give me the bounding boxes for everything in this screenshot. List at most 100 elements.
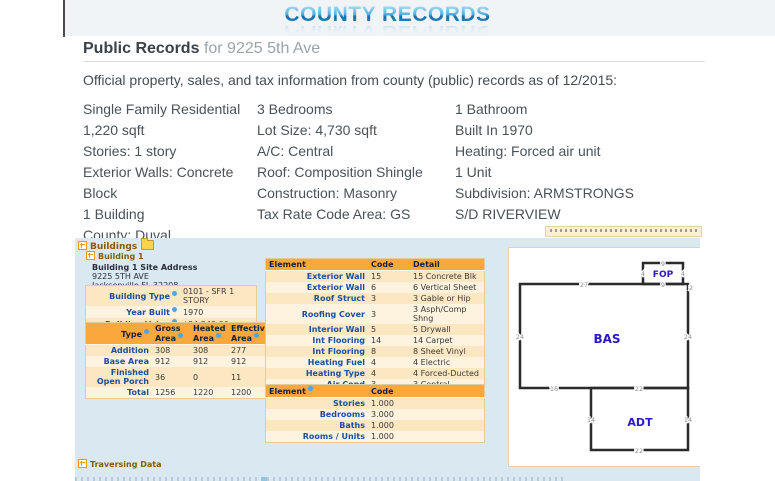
- table-row: Roofing Cover 3 3 Asph/Comp Shng: [265, 304, 485, 324]
- fact-line: Stories: 1 story: [83, 143, 177, 159]
- dim-label: 27: [580, 281, 588, 289]
- table-header-row: Element Code: [265, 384, 485, 398]
- row-label: Total: [127, 388, 149, 397]
- area-table: Type Gross Area Heated Area Effective Ar…: [85, 322, 269, 399]
- tree-node-buildings[interactable]: Buildings: [78, 238, 155, 252]
- dim-label: 9: [661, 281, 665, 289]
- table-row: Roof Struct 3 3 Gable or Hip: [265, 293, 485, 304]
- page-title-wrap: COUNTY RECORDS COUNTY RECORDS: [64, 4, 711, 38]
- element-code: 4: [371, 358, 377, 367]
- element-code: 3: [371, 294, 377, 303]
- fop-outline: [641, 261, 685, 286]
- info-icon[interactable]: [307, 386, 313, 391]
- element-detail: 3 Asph/Comp Shng: [413, 305, 467, 323]
- info-icon[interactable]: [177, 333, 183, 338]
- section-heading-address: for 9225 5th Ave: [203, 40, 321, 57]
- effective-area: 1200: [231, 388, 252, 397]
- unit-label: Bedrooms: [319, 410, 365, 419]
- fact-line: 3 Bedrooms: [257, 101, 333, 117]
- fact-line: Tax Rate Code Area: GS: [257, 206, 411, 222]
- info-icon[interactable]: [172, 307, 177, 312]
- dim-label: 14: [587, 416, 595, 424]
- column-header: Code: [368, 258, 410, 271]
- window-edge: [63, 0, 65, 37]
- dim-label: 16: [550, 385, 558, 393]
- table-row: Heating Fuel 4 4 Electric: [265, 357, 485, 368]
- gross-area: 1256: [155, 388, 176, 397]
- info-icon[interactable]: [253, 333, 259, 338]
- dim-label: 14: [684, 416, 692, 424]
- effective-area: 912: [231, 357, 247, 366]
- row-value: 1970: [183, 307, 204, 317]
- heated-area: 912: [193, 357, 209, 366]
- facts-column-3: 1 Bathroom Built In 1970 Heating: Forced…: [455, 99, 675, 225]
- floorplan-panel: BAS FOP ADT 27 2 9 4 4 9 24 24 16 22 14 …: [508, 247, 700, 467]
- table-row: Base Area 912 912 912: [85, 356, 269, 367]
- element-label: Interior Wall: [308, 325, 365, 334]
- fact-line: Construction: Masonry: [257, 185, 398, 201]
- fact-line: Heating: Forced air unit: [455, 143, 601, 159]
- element-detail: 6 Vertical Sheet: [413, 283, 477, 292]
- adt-outline: [589, 386, 690, 452]
- heated-area: 1220: [193, 388, 214, 397]
- element-label: Int Flooring: [312, 347, 365, 356]
- top-band: [64, 0, 775, 36]
- facts-column-1: Single Family Residential 1,220 sqft Sto…: [83, 99, 259, 246]
- info-icon[interactable]: [172, 319, 177, 324]
- fact-line: Subdivision: ARMSTRONGS: [455, 185, 634, 201]
- expand-icon[interactable]: [78, 459, 87, 468]
- table-row: Baths 1.000: [265, 420, 485, 431]
- tree-node-traversing-data[interactable]: Traversing Data: [78, 459, 161, 469]
- info-icon[interactable]: [144, 328, 149, 334]
- elements-table: Element Code Detail Exterior Wall 15 15 Co…: [265, 258, 485, 391]
- fact-line: Roof: Composition Shingle: [257, 164, 423, 180]
- table-row: Int Flooring 14 14 Carpet: [265, 335, 485, 346]
- element-label: Int Flooring: [312, 336, 365, 345]
- expand-icon[interactable]: [78, 241, 87, 250]
- fact-line: 1 Unit: [455, 164, 492, 180]
- table-row: Year Built 1970: [85, 306, 257, 318]
- county-records-widget: Buildings Building 1 Building 1 Site Add…: [75, 238, 700, 481]
- element-detail: 3 Gable or Hip: [413, 294, 471, 303]
- gross-area: 36: [155, 372, 166, 382]
- expand-icon[interactable]: [86, 251, 95, 260]
- fact-line: A/C: Central: [257, 143, 334, 159]
- element-detail: 4 Forced-Ducted: [413, 369, 480, 378]
- dim-label: 22: [635, 447, 643, 455]
- fact-line: 1 Bathroom: [455, 101, 528, 117]
- column-header: Effective Area: [231, 324, 269, 343]
- dim-label: 9: [661, 260, 665, 268]
- dim-label: 24: [684, 333, 692, 341]
- effective-area: 11: [231, 372, 242, 382]
- column-header: Code: [368, 384, 410, 398]
- element-code: 15: [371, 272, 382, 281]
- table-row: Interior Wall 5 5 Drywall: [265, 324, 485, 335]
- fact-line: S/D RIVERVIEW: [455, 206, 561, 222]
- fact-line: 1,220 sqft: [83, 122, 145, 138]
- unit-label: Stories: [333, 399, 365, 408]
- element-code: 4: [371, 369, 377, 378]
- fact-line: 1 Building: [83, 206, 145, 222]
- row-label: Building Type: [109, 292, 170, 301]
- element-label: Exterior Wall: [306, 272, 365, 281]
- info-icon[interactable]: [215, 333, 221, 338]
- column-header: Element: [265, 258, 368, 271]
- heading-divider: [83, 61, 705, 62]
- info-icon[interactable]: [172, 291, 177, 296]
- element-code: 14: [371, 336, 382, 345]
- dim-label: 4: [641, 270, 645, 278]
- fact-line: Single Family Residential: [83, 101, 241, 117]
- element-label: Heating Fuel: [307, 358, 365, 367]
- traversing-data-label: Traversing Data: [90, 460, 162, 469]
- dim-label: 2: [689, 284, 693, 292]
- tree-node-building-1[interactable]: Building 1: [86, 251, 144, 261]
- fact-line: Built In 1970: [455, 122, 533, 138]
- site-address-street: 9225 5TH AVE: [92, 272, 149, 281]
- dim-label: 22: [635, 385, 643, 393]
- table-row: Building Type 0101 - SFR 1 STORY: [85, 285, 257, 306]
- folder-icon: [141, 238, 155, 250]
- element-code: 6: [371, 283, 377, 292]
- section-heading-main: Public Records: [83, 40, 200, 57]
- gross-area: 912: [155, 357, 171, 366]
